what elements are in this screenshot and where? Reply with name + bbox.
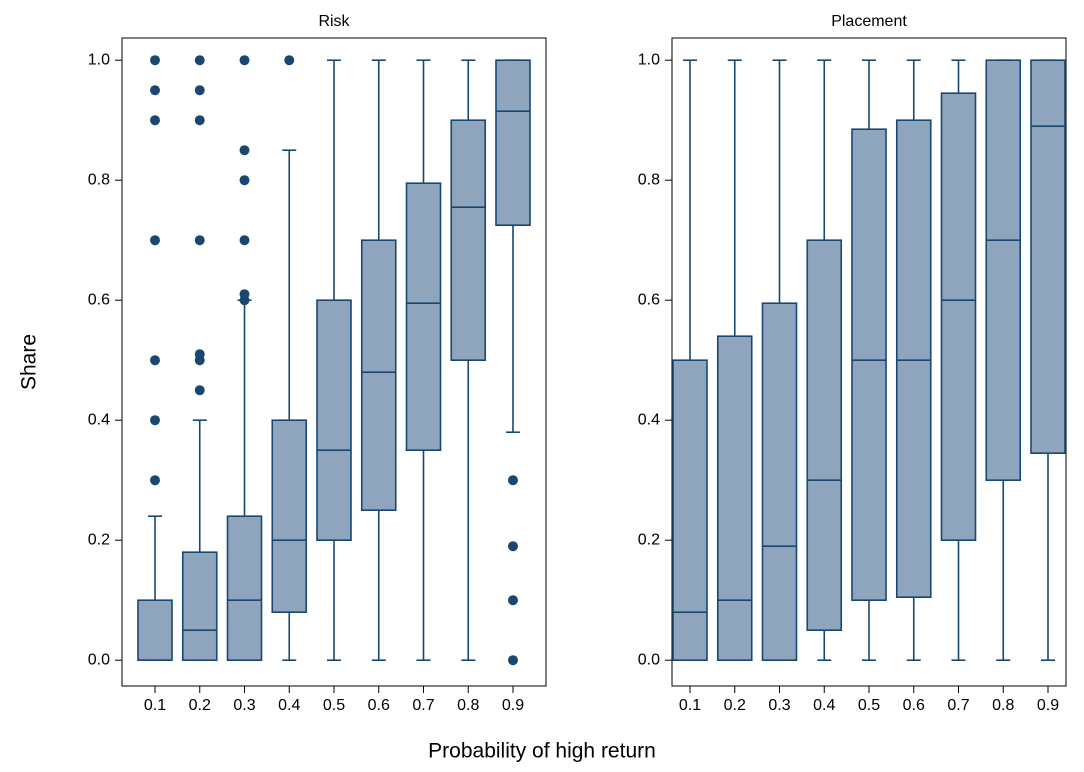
y-tick-label: 0.6: [638, 291, 660, 308]
box: [316, 299, 352, 542]
x-tick-label: 0.7: [412, 697, 434, 714]
outlier: [508, 595, 518, 606]
y-tick-label: 0.2: [638, 531, 660, 548]
x-tick-label: 0.5: [323, 697, 345, 714]
box: [716, 335, 753, 662]
outlier: [194, 55, 205, 66]
y-tick-label: 0.8: [88, 171, 110, 188]
outlier: [194, 115, 205, 126]
outlier: [194, 349, 205, 360]
y-tick-label: 0.0: [638, 651, 660, 668]
x-tick-label: 0.1: [679, 697, 701, 714]
x-tick-label: 0.8: [457, 697, 479, 714]
y-tick-label: 0.0: [88, 651, 110, 668]
outlier: [150, 475, 160, 486]
box: [495, 59, 531, 227]
box: [137, 599, 173, 662]
outlier: [508, 475, 518, 486]
x-tick-label: 0.6: [903, 697, 925, 714]
outlier: [150, 415, 160, 426]
outlier: [239, 175, 250, 186]
box: [985, 59, 1022, 482]
x-tick-label: 0.1: [144, 697, 166, 714]
y-tick-label: 0.4: [88, 411, 110, 428]
y-tick-label: 0.8: [638, 171, 660, 188]
y-tick-label: 0.4: [638, 411, 660, 428]
outlier: [239, 289, 250, 300]
panel-title: Risk: [318, 13, 350, 30]
box: [940, 92, 977, 541]
x-tick-label: 0.3: [233, 697, 255, 714]
x-tick-label: 0.3: [768, 697, 790, 714]
box: [226, 515, 263, 662]
panel-title: Placement: [831, 13, 907, 30]
x-tick-label: 0.7: [947, 697, 969, 714]
box: [851, 128, 887, 601]
x-tick-label: 0.8: [992, 697, 1014, 714]
x-axis-title: Probability of high return: [428, 740, 656, 763]
x-tick-label: 0.9: [1037, 697, 1059, 714]
box: [761, 302, 798, 662]
box: [450, 119, 487, 361]
x-tick-label: 0.4: [813, 697, 835, 714]
outlier: [239, 55, 250, 66]
outlier: [150, 85, 160, 96]
outlier: [150, 115, 160, 126]
box: [806, 239, 843, 631]
y-axis-title: Share: [18, 334, 41, 390]
box: [672, 359, 708, 662]
outlier: [508, 541, 518, 552]
outlier: [284, 55, 295, 66]
box: [895, 119, 932, 598]
outlier: [150, 235, 160, 246]
x-tick-label: 0.5: [858, 697, 880, 714]
outlier: [194, 85, 205, 96]
outlier: [150, 55, 160, 66]
outlier: [508, 655, 518, 666]
y-tick-label: 0.2: [88, 531, 110, 548]
outlier: [150, 355, 160, 366]
box: [405, 182, 442, 451]
box: [360, 239, 397, 511]
x-tick-label: 0.9: [502, 697, 524, 714]
box: [271, 419, 308, 614]
box: [181, 551, 218, 662]
x-tick-label: 0.2: [189, 697, 211, 714]
outlier: [194, 235, 205, 246]
outlier: [239, 145, 250, 156]
outlier: [194, 385, 205, 396]
x-tick-label: 0.6: [368, 697, 390, 714]
box: [1030, 59, 1066, 455]
outlier: [239, 235, 250, 246]
x-tick-label: 0.4: [278, 697, 300, 714]
y-tick-label: 0.6: [88, 291, 110, 308]
y-tick-label: 1.0: [638, 51, 660, 68]
x-tick-label: 0.2: [724, 697, 746, 714]
y-tick-label: 1.0: [88, 51, 110, 68]
